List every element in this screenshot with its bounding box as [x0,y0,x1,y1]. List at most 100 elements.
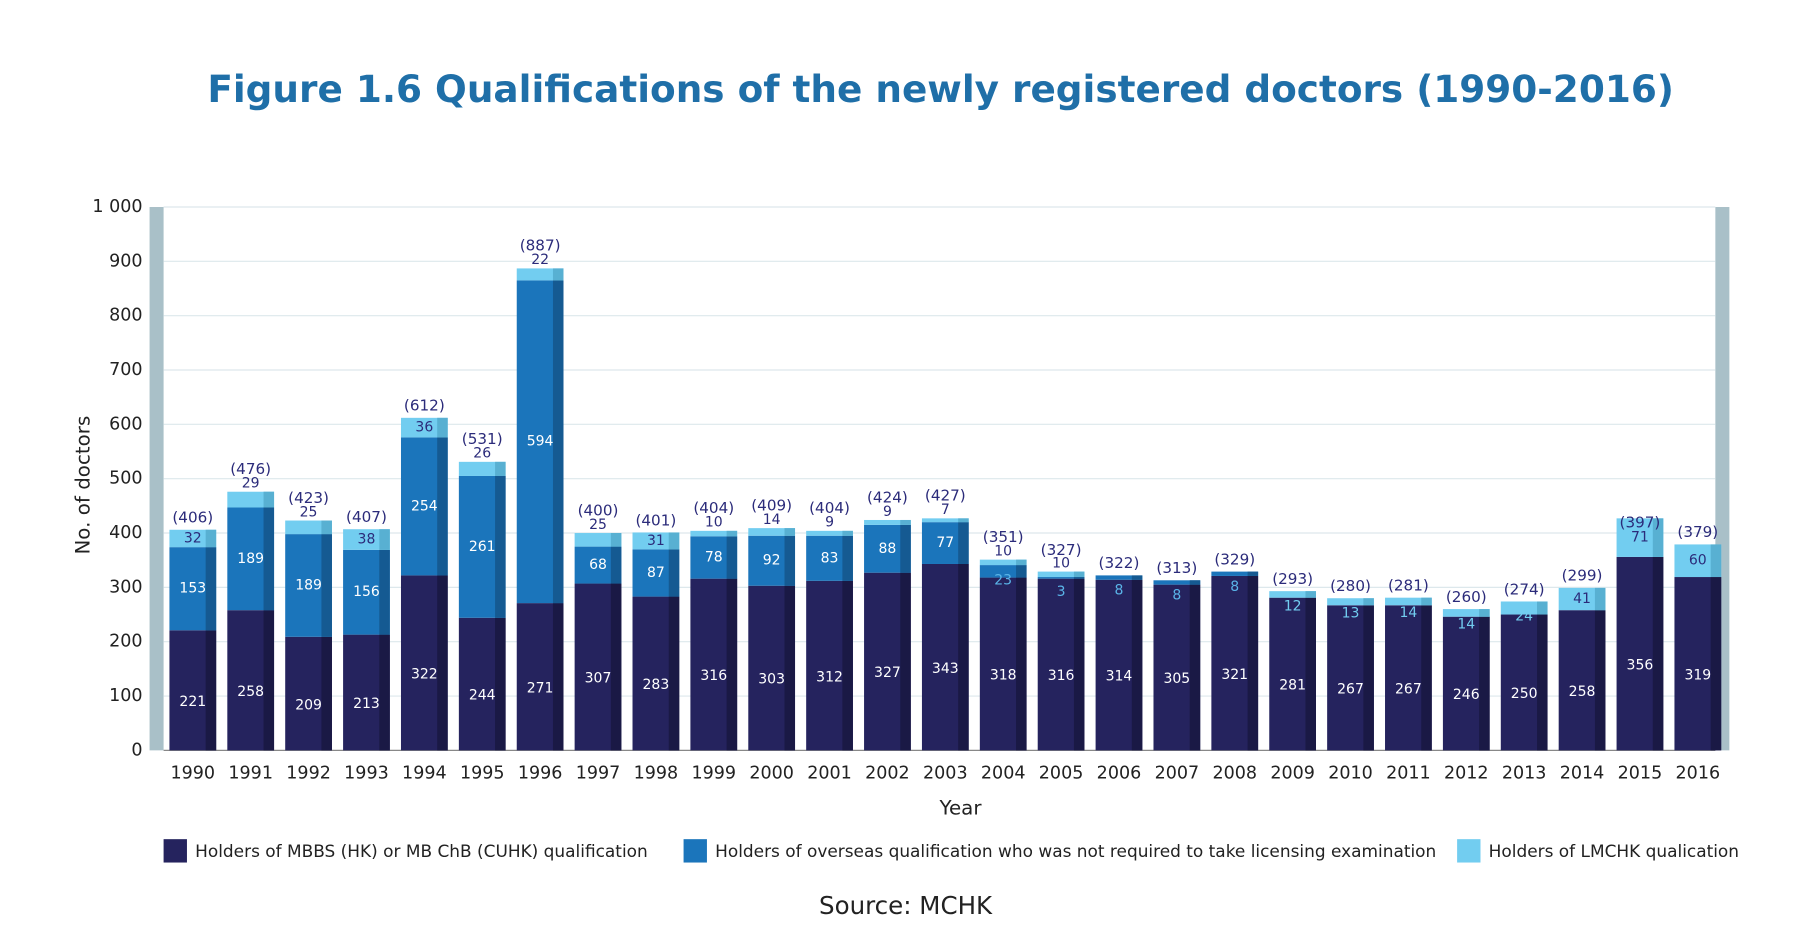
total-label: (281) [1388,576,1429,594]
data-label: 22 [531,252,549,268]
total-label: (299) [1562,567,1603,585]
data-label: 26 [473,446,491,462]
bar-side [321,534,332,637]
bar-side [784,585,796,751]
data-label: 271 [527,680,554,696]
total-label: (280) [1330,577,1371,595]
data-label: 9 [883,504,892,520]
x-tick-label: 1996 [518,764,563,784]
bar-side [437,417,448,438]
bar-side [1305,591,1316,598]
y-tick-label: 900 [109,251,142,271]
total-label: (887) [520,237,561,255]
x-tick-label: 2005 [1039,764,1084,784]
bar-side [1710,577,1722,751]
data-label: 14 [763,512,781,528]
data-label: 267 [1395,682,1422,698]
total-label: (274) [1504,580,1545,598]
bar-side [205,529,217,548]
data-label: 77 [936,535,954,551]
bar-side [900,524,911,573]
data-label: 88 [879,541,897,557]
data-label: 314 [1106,669,1133,685]
data-label: 261 [469,539,496,555]
bar-segment [921,518,969,523]
data-label: 41 [1573,591,1591,607]
axis-wall [149,207,164,751]
bar-side [610,583,622,751]
legend-swatch [1457,839,1481,863]
legend-swatch [683,839,707,863]
bar-side [1016,559,1027,566]
bar-side [379,634,390,751]
bar-side [495,617,506,751]
legend-swatch [163,839,187,863]
bar-side [668,596,680,751]
data-label: 68 [589,557,607,573]
bar-side [321,636,332,751]
x-tick-label: 2016 [1676,764,1721,784]
x-tick-label: 2003 [923,764,968,784]
bar-segment [979,559,1027,566]
bar-segment [169,529,217,548]
data-label: 8 [1115,583,1124,599]
bar-side [1537,614,1548,751]
bar-segment [690,530,738,537]
bar-side [1710,544,1722,578]
bar-side [263,507,275,611]
data-label: 38 [358,532,376,548]
bar-side [1131,579,1143,751]
data-label: 10 [994,543,1012,559]
data-label: 8 [1230,579,1239,595]
bar-side [726,578,738,751]
bar-side [205,630,217,751]
data-label: 153 [179,581,206,597]
x-tick-label: 1995 [460,764,505,784]
x-tick-label: 1993 [344,764,389,784]
bar-side [726,530,738,537]
data-label: 10 [705,515,723,531]
data-label: 14 [1457,616,1475,632]
data-label: 244 [469,688,496,704]
bar-segment [1211,571,1259,576]
data-label: 283 [643,677,670,693]
bar-side [1479,616,1490,751]
x-tick-label: 2001 [807,764,852,784]
bar-side [1421,597,1432,606]
data-label: 32 [184,530,202,546]
data-label: 13 [1342,605,1360,621]
bar-segment [979,565,1027,578]
total-label: (400) [578,501,619,519]
bar-side [726,536,738,579]
bar-side [1363,605,1374,751]
data-label: 594 [527,434,554,450]
data-label: 209 [295,697,322,713]
total-label: (476) [230,460,271,478]
bar-segment [1269,591,1316,598]
y-tick-label: 800 [109,306,142,326]
bar-side [1189,580,1201,585]
bar-side [263,610,275,751]
x-tick-label: 2015 [1618,764,1663,784]
y-tick-label: 300 [109,577,142,597]
total-label: (531) [462,430,503,448]
bar-segment [864,519,911,525]
bar-segment [1558,587,1606,611]
total-label: (313) [1156,559,1197,577]
total-label: (424) [867,488,908,506]
data-label: 29 [242,476,260,492]
total-label: (351) [983,528,1024,546]
x-tick-label: 2008 [1212,764,1257,784]
bar-side [842,580,853,751]
y-tick-label: 200 [109,632,142,652]
y-axis-label: No. of doctors [72,416,95,555]
data-label: 305 [1163,671,1190,687]
bar-side [900,519,911,525]
total-label: (612) [404,397,445,415]
data-label: 10 [1052,555,1070,571]
total-label: (427) [925,487,966,505]
bar-segment [1095,575,1143,580]
data-label: 316 [700,668,727,684]
x-tick-label: 2012 [1444,764,1489,784]
